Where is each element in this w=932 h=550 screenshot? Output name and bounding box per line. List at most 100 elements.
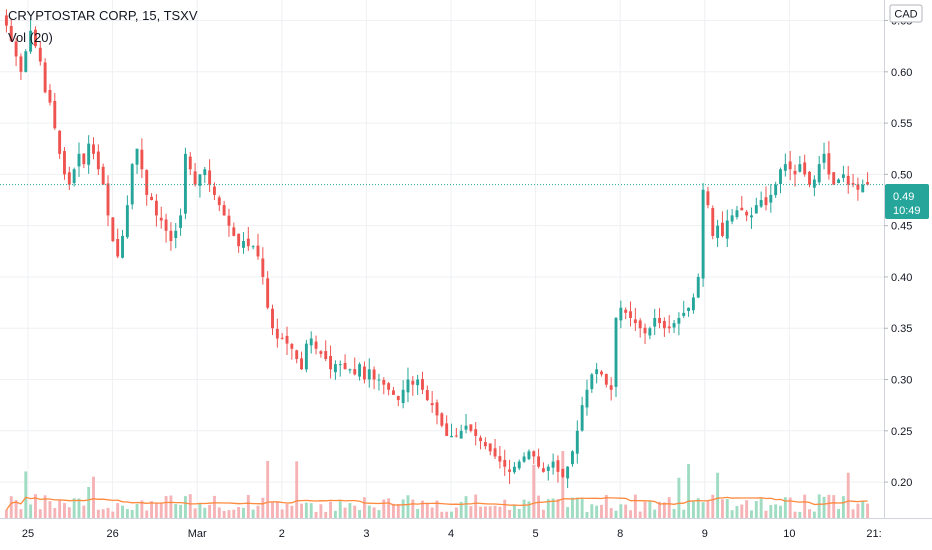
candle-body [498, 456, 502, 462]
candle-body [483, 442, 487, 447]
candle-body [793, 170, 797, 175]
volume-bar [9, 496, 13, 518]
volume-bar [454, 507, 458, 518]
volume-bar [198, 502, 202, 518]
time-axis[interactable]: 25 26 Mar 2 3 4 5 8 9 10 21: [22, 528, 882, 540]
volume-bar [483, 506, 487, 518]
candle-body [667, 326, 671, 329]
volume-indicator-label[interactable]: Vol (20) [8, 30, 53, 45]
candle-body [266, 278, 270, 308]
candle-body [387, 383, 391, 390]
candle-body [362, 366, 366, 380]
candle-body [677, 317, 681, 324]
candle-body [551, 461, 555, 468]
volume-bar [242, 507, 245, 518]
candle-body [304, 343, 308, 370]
candle-body [406, 379, 410, 393]
volume-bar [227, 510, 231, 518]
currency-badge[interactable]: CAD [889, 4, 923, 23]
volume-bar [459, 501, 463, 518]
volume-bar [658, 501, 661, 518]
volume-bar [856, 503, 860, 518]
volume-bar [353, 505, 357, 518]
volume-bar [691, 500, 695, 518]
candle-body [145, 170, 149, 195]
candle-body [808, 171, 811, 185]
volume-bar [82, 505, 86, 518]
candle-body [169, 230, 173, 242]
volume-bar [203, 507, 207, 518]
candle-body [827, 153, 831, 175]
volume-bar [116, 503, 120, 518]
volume-bars [4, 451, 870, 518]
candle-body [324, 351, 328, 360]
volume-bar [735, 506, 739, 518]
candle-body [779, 169, 782, 184]
y-tick-label: 0.60 [891, 67, 912, 79]
candle-body [750, 215, 753, 218]
volume-bar [706, 500, 710, 518]
volume-bar [687, 464, 691, 518]
last-price-value: 0.49 [893, 191, 914, 203]
candle-body [445, 423, 449, 436]
volume-bar [430, 507, 434, 518]
y-tick-label: 0.50 [891, 169, 912, 181]
candle-body [33, 29, 37, 47]
countdown-timer: 10:49 [893, 205, 921, 217]
candle-body [590, 374, 594, 390]
candle-body [193, 171, 197, 185]
volume-bar [764, 510, 768, 518]
volume-bar [266, 460, 270, 518]
volume-bar [382, 499, 386, 518]
candle-body [730, 215, 734, 222]
candle-body [556, 460, 560, 472]
x-tick-label: 5 [533, 528, 539, 540]
candle-body [561, 468, 565, 477]
volume-bar [159, 503, 163, 518]
candle-body [716, 225, 720, 238]
symbol-title[interactable]: CRYPTOSTAR CORP, 15, TSXV [8, 8, 198, 23]
volume-bar [193, 508, 197, 518]
volume-bar [590, 504, 594, 518]
volume-bar [387, 498, 391, 518]
candle-body [300, 358, 303, 370]
candle-body [285, 335, 289, 344]
candle-body [48, 89, 52, 103]
volume-bar [701, 502, 705, 518]
volume-bar [29, 504, 33, 518]
volume-bar [188, 494, 192, 518]
volume-bar [256, 505, 260, 518]
currency-label: CAD [894, 9, 917, 21]
volume-bar [662, 502, 666, 518]
volume-bar [861, 501, 865, 518]
volume-bar [130, 510, 134, 518]
volume-bar [571, 497, 574, 518]
candle-body [333, 364, 337, 373]
candle-body [725, 220, 729, 239]
candle-body [600, 371, 603, 375]
volume-bar [546, 499, 550, 518]
candle-body [571, 451, 574, 465]
candle-body [856, 184, 860, 190]
candle-body [416, 379, 420, 386]
x-tick-label: 10 [783, 528, 795, 540]
candlestick-series [4, 9, 870, 489]
x-tick-label: 4 [448, 528, 454, 540]
candle-body [348, 369, 352, 371]
volume-bar [774, 504, 778, 518]
volume-bar [246, 494, 250, 518]
price-axis[interactable]: 0.200.250.300.350.400.450.500.550.600.65 [884, 16, 912, 490]
volume-bar [556, 498, 560, 518]
volume-bar [440, 511, 444, 518]
volume-bar [832, 495, 836, 518]
volume-bar [653, 509, 657, 518]
volume-bar [367, 505, 371, 518]
candle-body [861, 184, 865, 193]
candle-body [14, 41, 18, 57]
volume-bar [125, 509, 129, 518]
candle-body [63, 151, 66, 175]
volume-bar [77, 498, 81, 518]
volume-bar [285, 503, 289, 518]
volume-bar [585, 511, 589, 518]
